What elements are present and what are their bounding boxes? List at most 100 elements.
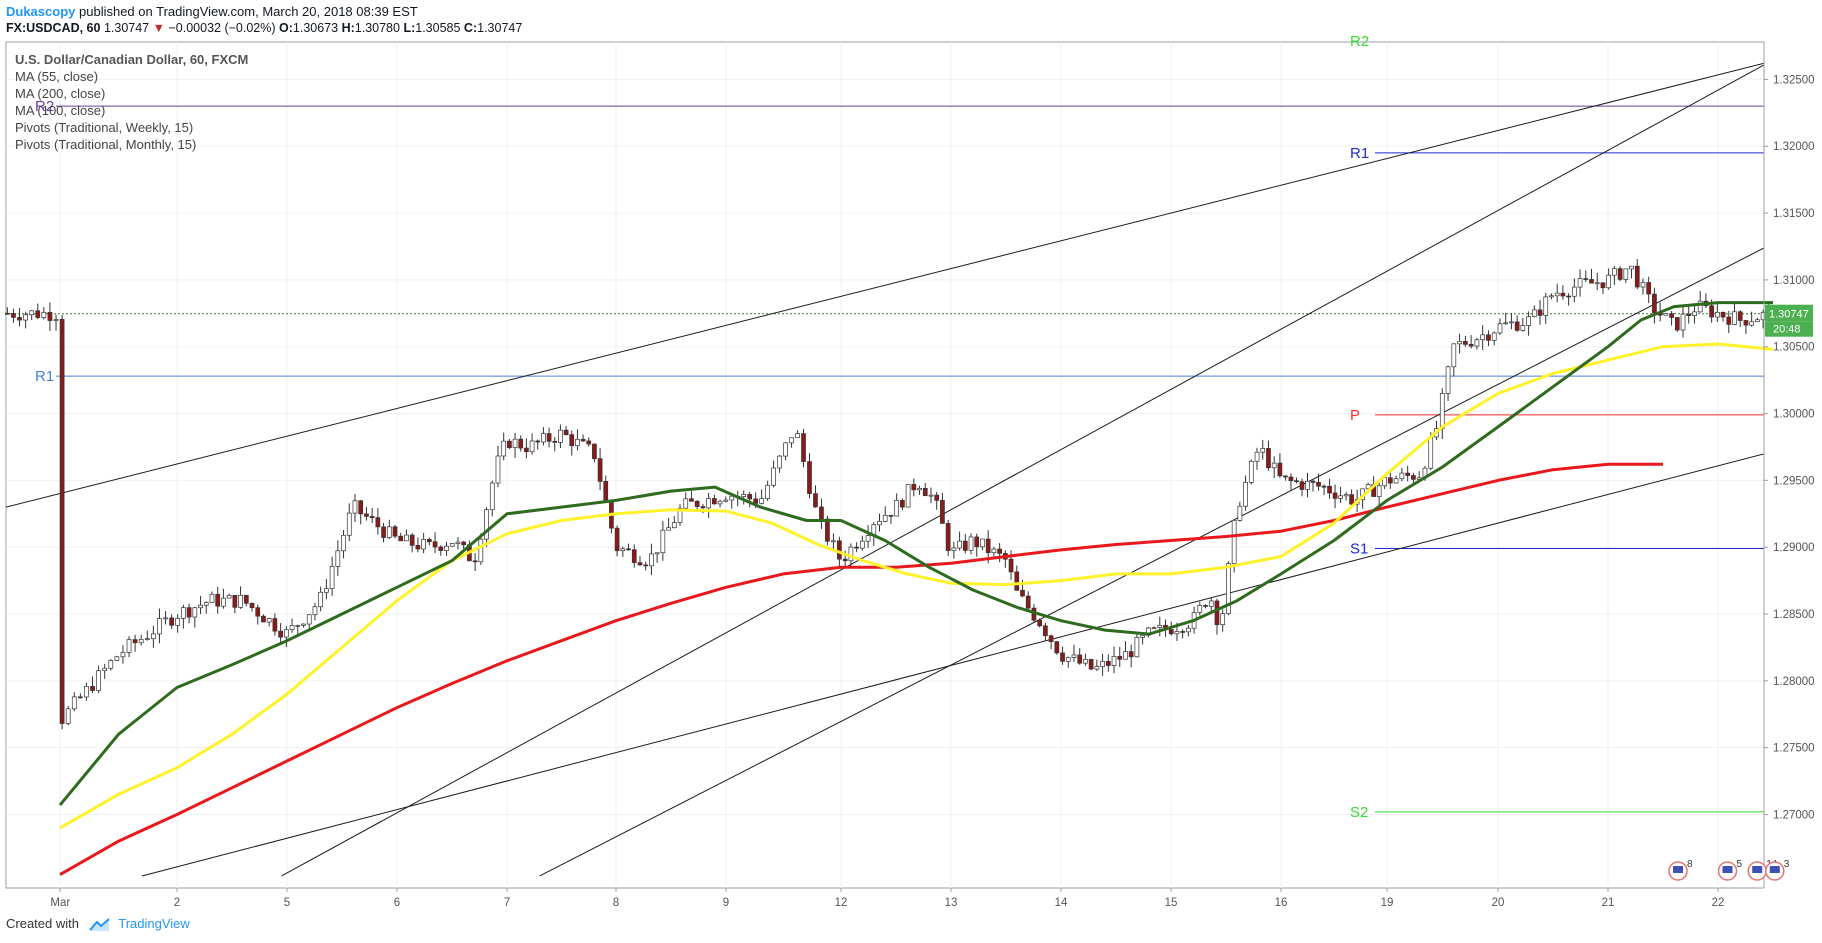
candle-up: [341, 534, 346, 552]
legend-item-ma200[interactable]: MA (200, close): [15, 86, 106, 101]
candle-up: [1640, 282, 1646, 288]
trendline-1: [6, 62, 1764, 508]
candle-down: [524, 447, 529, 453]
candle-down: [375, 517, 381, 528]
author-link[interactable]: Dukascopy: [6, 4, 76, 19]
x-tick-label: 21: [1602, 897, 1615, 909]
pivot-label-weekly-s2: S2: [1350, 804, 1368, 821]
low-value: 1.30585: [415, 21, 461, 35]
candle-up: [1554, 292, 1560, 297]
candle-down: [807, 461, 812, 494]
candle-down: [1037, 619, 1043, 627]
close-label: C:: [463, 21, 478, 35]
price-badge-value: 1.30747: [1769, 309, 1809, 321]
candle-down: [940, 499, 945, 524]
candle-up: [1749, 321, 1755, 326]
candle-up: [1629, 265, 1634, 270]
candle-down: [35, 310, 41, 318]
candle-down: [1310, 480, 1316, 483]
candle-up: [1549, 295, 1554, 298]
candle-down: [1537, 309, 1543, 316]
candle-up: [1231, 520, 1237, 564]
candle-down: [1405, 472, 1410, 476]
candle-up: [198, 604, 203, 609]
candle-down: [1105, 661, 1111, 666]
x-tick-label: 8: [613, 897, 619, 909]
candle-down: [472, 560, 478, 563]
candle-up: [1254, 451, 1260, 462]
event-flag-icon: [1722, 866, 1733, 873]
candle-up: [905, 484, 911, 508]
x-tick-label: 20: [1492, 897, 1505, 909]
event-count: 5: [1737, 859, 1743, 870]
candle-up: [706, 498, 711, 509]
candle-down: [132, 639, 138, 644]
candle-down: [825, 518, 830, 542]
tradingview-link[interactable]: TradingView: [118, 916, 190, 931]
candle-up: [882, 514, 888, 522]
candle-down: [711, 498, 717, 505]
candle-up: [1428, 436, 1434, 469]
candle-down: [569, 434, 575, 446]
x-tick-label: Mar: [50, 897, 70, 909]
candle-up: [575, 438, 580, 446]
candle-up: [1439, 393, 1445, 429]
candle-down: [415, 545, 421, 550]
symbol-label[interactable]: FX:USDCAD, 60: [6, 21, 101, 35]
pivot-label-weekly-s1: S1: [1350, 541, 1368, 558]
trendline-4: [141, 453, 1764, 877]
candle-up: [660, 529, 666, 554]
candle-down: [169, 617, 174, 626]
y-tick-label: 1.30000: [1773, 409, 1815, 421]
candle-up: [114, 656, 120, 661]
candle-down: [997, 548, 1002, 554]
candle-up: [894, 500, 900, 517]
ohlc-line: FX:USDCAD, 60 1.30747 ▼ −0.00032 (−0.02%…: [6, 21, 522, 35]
candle-up: [1111, 656, 1117, 666]
candle-down: [1025, 595, 1031, 609]
candle-down: [1387, 477, 1393, 484]
candle-up: [991, 548, 997, 554]
candle-up: [541, 433, 546, 443]
candle-down: [398, 535, 404, 542]
candle-up: [478, 538, 484, 563]
legend-item-monthly-pivots[interactable]: Pivots (Traditional, Monthly, 15): [15, 137, 197, 152]
candle-up: [335, 550, 341, 567]
legend-item-weekly-pivots[interactable]: Pivots (Traditional, Weekly, 15): [15, 120, 194, 135]
candle-down: [563, 429, 569, 435]
candle-down: [1486, 334, 1491, 341]
candle-down: [1669, 313, 1674, 318]
pivot-label-weekly-p: P: [1350, 407, 1360, 424]
y-tick-label: 1.32000: [1773, 141, 1815, 153]
candle-down: [47, 311, 53, 321]
candle-up: [96, 670, 101, 691]
candle-down: [249, 602, 255, 609]
candle-up: [777, 455, 782, 469]
candle-down: [985, 538, 991, 554]
y-tick-label: 1.29000: [1773, 542, 1815, 554]
candle-up: [957, 540, 962, 549]
event-flag-icon: [1673, 866, 1683, 873]
candle-down: [1316, 481, 1321, 487]
x-tick-label: 15: [1165, 897, 1178, 909]
legend-item-ma55[interactable]: MA (55, close): [15, 69, 99, 84]
candle-up: [1445, 366, 1451, 394]
candle-up: [1680, 313, 1686, 331]
candle-up: [181, 607, 186, 619]
ma55-line: [58, 301, 1773, 807]
candle-down: [1060, 652, 1065, 662]
candle-up: [951, 547, 957, 551]
candle-up: [1531, 309, 1537, 318]
candle-up: [677, 507, 683, 523]
candle-up: [175, 617, 181, 626]
low-label: L:: [403, 21, 416, 35]
candle-up: [1491, 332, 1497, 341]
legend-item-ma100[interactable]: MA (100, close): [15, 103, 106, 118]
candle-down: [1288, 476, 1294, 482]
pivot-lines: R2 R1 R2 R1 P S1 S2: [6, 33, 1764, 821]
y-tick-label: 1.27500: [1773, 743, 1815, 755]
candle-up: [1577, 278, 1583, 288]
candle-down: [1566, 295, 1571, 298]
